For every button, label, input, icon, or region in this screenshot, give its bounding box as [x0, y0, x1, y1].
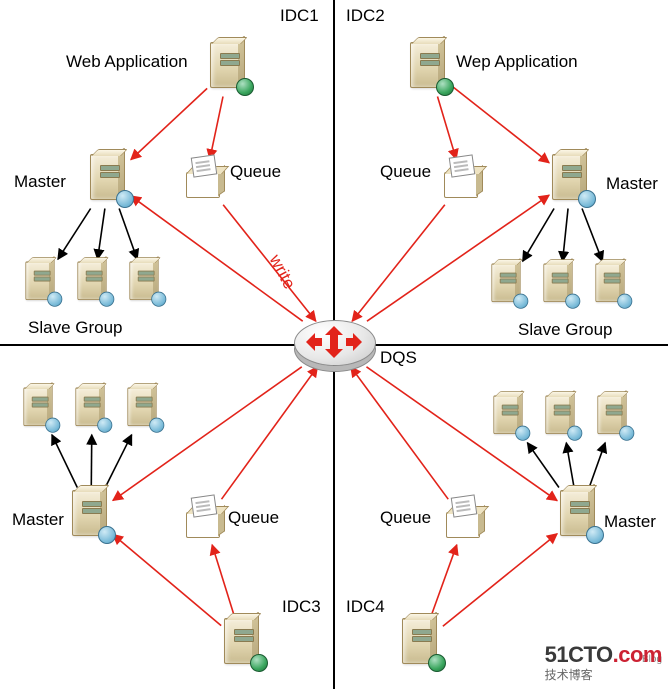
node-s2b — [540, 260, 579, 310]
web-app-1-label: Web Application — [66, 52, 188, 72]
node-master4 — [556, 486, 602, 546]
idc1-label: IDC1 — [280, 6, 319, 26]
node-s1c — [126, 258, 165, 308]
master-4-label: Master — [604, 512, 656, 532]
node-master1 — [86, 150, 132, 210]
node-queue3 — [182, 498, 228, 546]
write-label: write — [265, 251, 300, 292]
node-master2 — [548, 150, 594, 210]
node-web2 — [406, 38, 452, 98]
node-s2a — [488, 260, 527, 310]
node-s4b — [542, 392, 581, 442]
slave-group-2-label: Slave Group — [518, 320, 613, 340]
web-app-2-label: Wep Application — [456, 52, 578, 72]
dqs-router — [294, 320, 374, 374]
node-idc4app — [398, 614, 444, 674]
node-s3c — [124, 384, 163, 434]
node-s3a — [20, 384, 59, 434]
brand-suffix: .com — [613, 642, 662, 667]
master-3-label: Master — [12, 510, 64, 530]
node-queue1 — [182, 158, 228, 206]
node-queue2 — [440, 158, 486, 206]
queue-2-label: Queue — [380, 162, 431, 182]
master-1-label: Master — [14, 172, 66, 192]
node-master3 — [68, 486, 114, 546]
queue-3-label: Queue — [228, 508, 279, 528]
node-s1b — [74, 258, 113, 308]
node-s3b — [72, 384, 111, 434]
idc3-label: IDC3 — [282, 597, 321, 617]
node-s4c — [594, 392, 633, 442]
watermark: 51CTO.com 技术博客 Blog — [545, 642, 662, 683]
node-web1 — [206, 38, 252, 98]
node-s1a — [22, 258, 61, 308]
brand: 51CTO — [545, 642, 613, 667]
dqs-label: DQS — [380, 348, 417, 368]
queue-4-label: Queue — [380, 508, 431, 528]
node-s4a — [490, 392, 529, 442]
idc4-label: IDC4 — [346, 597, 385, 617]
node-s2c — [592, 260, 631, 310]
queue-1-label: Queue — [230, 162, 281, 182]
idc2-label: IDC2 — [346, 6, 385, 26]
node-idc3app — [220, 614, 266, 674]
brand-sub: 技术博客 — [545, 668, 593, 682]
node-queue4 — [442, 498, 488, 546]
master-2-label: Master — [606, 174, 658, 194]
slave-group-1-label: Slave Group — [28, 318, 123, 338]
